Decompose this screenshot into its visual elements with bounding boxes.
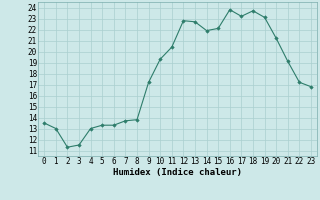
X-axis label: Humidex (Indice chaleur): Humidex (Indice chaleur) <box>113 168 242 177</box>
